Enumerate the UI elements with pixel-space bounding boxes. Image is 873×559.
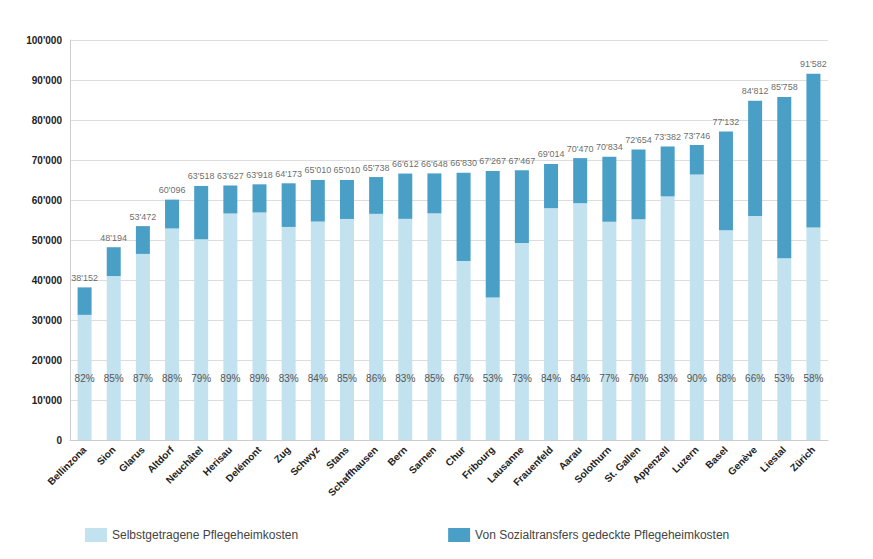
- svg-text:100'000: 100'000: [26, 35, 62, 46]
- svg-text:Frauenfeld: Frauenfeld: [511, 444, 555, 488]
- svg-text:Genève: Genève: [726, 444, 760, 478]
- svg-text:73'382: 73'382: [654, 132, 681, 142]
- svg-text:84%: 84%: [541, 373, 561, 384]
- svg-text:84%: 84%: [308, 373, 328, 384]
- svg-text:65'738: 65'738: [363, 163, 390, 173]
- svg-text:Liestal: Liestal: [758, 444, 788, 474]
- svg-text:67%: 67%: [454, 373, 474, 384]
- svg-text:Neuchâtel: Neuchâtel: [164, 444, 206, 486]
- svg-text:69'014: 69'014: [538, 149, 565, 159]
- svg-text:67'467: 67'467: [509, 156, 536, 166]
- svg-text:70'000: 70'000: [32, 155, 63, 166]
- svg-text:60'096: 60'096: [159, 185, 186, 195]
- svg-text:73'746: 73'746: [683, 131, 710, 141]
- svg-text:50'000: 50'000: [32, 235, 63, 246]
- svg-text:89%: 89%: [220, 373, 240, 384]
- svg-text:77'132: 77'132: [713, 117, 740, 127]
- svg-text:30'000: 30'000: [32, 315, 63, 326]
- svg-text:48'194: 48'194: [100, 233, 127, 243]
- svg-text:66'612: 66'612: [392, 159, 419, 169]
- svg-text:77%: 77%: [599, 373, 619, 384]
- svg-text:38'152: 38'152: [71, 273, 98, 283]
- svg-text:87%: 87%: [133, 373, 153, 384]
- svg-text:82%: 82%: [75, 373, 95, 384]
- svg-text:65'010: 65'010: [304, 165, 331, 175]
- svg-text:63'918: 63'918: [246, 170, 273, 180]
- svg-text:83%: 83%: [395, 373, 415, 384]
- svg-text:86%: 86%: [366, 373, 386, 384]
- svg-text:Schaffhausen: Schaffhausen: [326, 444, 380, 498]
- svg-text:Luzern: Luzern: [670, 444, 701, 475]
- svg-text:Appenzell: Appenzell: [630, 444, 671, 485]
- svg-text:Lausanne: Lausanne: [485, 444, 526, 485]
- svg-text:70'834: 70'834: [596, 142, 623, 152]
- svg-text:Solothurn: Solothurn: [572, 444, 614, 486]
- svg-text:85%: 85%: [337, 373, 357, 384]
- svg-text:76%: 76%: [628, 373, 648, 384]
- svg-text:58%: 58%: [803, 373, 823, 384]
- svg-text:Glarus: Glarus: [117, 444, 147, 474]
- svg-text:53%: 53%: [774, 373, 794, 384]
- svg-text:53%: 53%: [483, 373, 503, 384]
- svg-text:St. Gallen: St. Gallen: [602, 444, 643, 485]
- svg-text:10'000: 10'000: [32, 395, 63, 406]
- svg-text:68%: 68%: [716, 373, 736, 384]
- svg-text:Basel: Basel: [703, 444, 730, 471]
- svg-text:Selbstgetragene Pflegeheimkost: Selbstgetragene Pflegeheimkosten: [112, 528, 298, 542]
- svg-text:Herisau: Herisau: [200, 444, 235, 478]
- svg-text:Aarau: Aarau: [556, 444, 584, 472]
- svg-text:63'518: 63'518: [188, 171, 215, 181]
- svg-text:Fribourg: Fribourg: [459, 444, 497, 481]
- svg-text:53'472: 53'472: [130, 212, 157, 222]
- svg-text:85'758: 85'758: [771, 82, 798, 92]
- svg-text:80'000: 80'000: [32, 115, 63, 126]
- svg-text:83%: 83%: [279, 373, 299, 384]
- svg-text:70'470: 70'470: [567, 144, 594, 154]
- svg-text:89%: 89%: [249, 373, 269, 384]
- svg-text:60'000: 60'000: [32, 195, 63, 206]
- svg-text:90%: 90%: [687, 373, 707, 384]
- svg-text:63'627: 63'627: [217, 171, 244, 181]
- svg-text:66%: 66%: [745, 373, 765, 384]
- svg-text:Bellinzona: Bellinzona: [45, 444, 88, 487]
- svg-text:85%: 85%: [424, 373, 444, 384]
- svg-text:Zug: Zug: [272, 444, 293, 465]
- svg-text:Zürich: Zürich: [788, 444, 817, 473]
- svg-text:Altdorf: Altdorf: [145, 444, 176, 475]
- svg-text:83%: 83%: [658, 373, 678, 384]
- svg-text:88%: 88%: [162, 373, 182, 384]
- svg-text:67'267: 67'267: [479, 156, 506, 166]
- svg-text:90'000: 90'000: [32, 75, 63, 86]
- svg-text:85%: 85%: [104, 373, 124, 384]
- svg-text:Schwyz: Schwyz: [288, 444, 322, 478]
- svg-text:Chur: Chur: [443, 444, 467, 468]
- svg-text:0: 0: [56, 435, 62, 446]
- svg-text:65'010: 65'010: [334, 165, 361, 175]
- svg-text:79%: 79%: [191, 373, 211, 384]
- svg-text:Von Sozialtransfers gedeckte P: Von Sozialtransfers gedeckte Pflegeheimk…: [475, 528, 729, 542]
- svg-text:84'812: 84'812: [742, 86, 769, 96]
- svg-text:73%: 73%: [512, 373, 532, 384]
- svg-text:84%: 84%: [570, 373, 590, 384]
- svg-text:66'648: 66'648: [421, 159, 448, 169]
- svg-text:72'654: 72'654: [625, 135, 652, 145]
- svg-text:66'830: 66'830: [450, 158, 477, 168]
- svg-text:Sion: Sion: [95, 444, 118, 467]
- svg-text:Stans: Stans: [324, 444, 351, 471]
- svg-text:Sarnen: Sarnen: [407, 444, 439, 476]
- svg-text:Bern: Bern: [385, 444, 409, 468]
- svg-text:91'582: 91'582: [800, 59, 827, 69]
- svg-text:Delémont: Delémont: [223, 444, 263, 484]
- svg-text:64'173: 64'173: [275, 169, 302, 179]
- svg-text:40'000: 40'000: [32, 275, 63, 286]
- svg-text:20'000: 20'000: [32, 355, 63, 366]
